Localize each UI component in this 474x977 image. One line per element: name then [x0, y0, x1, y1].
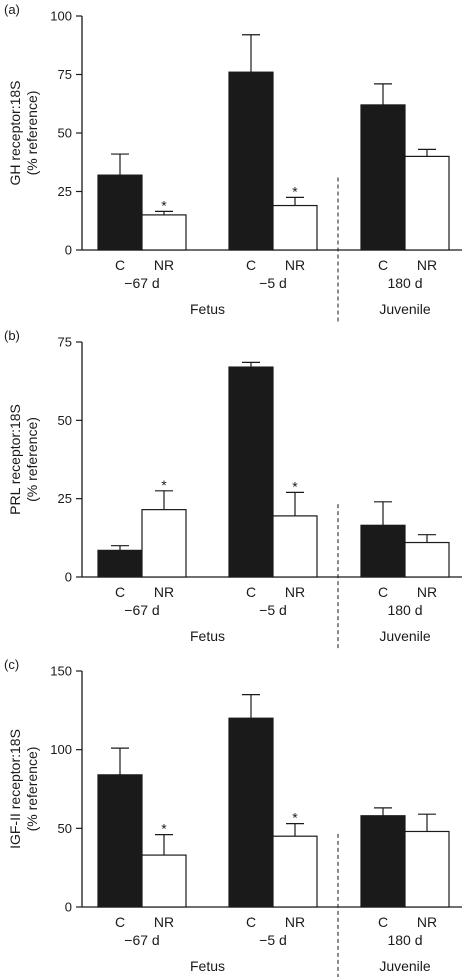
y-tick-label: 100	[50, 742, 72, 757]
panel-a: (a) GH receptor:18S (% reference) 0 25 50 75 10…	[4, 2, 462, 322]
bar-c	[97, 774, 143, 908]
x-category-label: NR	[285, 914, 305, 930]
bar-nr	[404, 830, 450, 908]
x-group-label: −67 d	[124, 602, 159, 618]
section-label-juvenile: Juvenile	[379, 628, 431, 644]
x-category-label: NR	[417, 257, 437, 273]
bar-c	[360, 815, 406, 908]
bar-nr	[141, 854, 187, 908]
x-group-label: −5 d	[259, 275, 287, 291]
bar-nr	[404, 541, 450, 578]
significance-star: *	[292, 810, 298, 826]
y-tick-label: 150	[50, 664, 72, 679]
x-category-label: NR	[154, 914, 174, 930]
y-axis-label: IGF-II receptor:18S	[7, 729, 23, 849]
x-group-label: −5 d	[259, 602, 287, 618]
section-label-fetus: Fetus	[190, 958, 225, 974]
x-category-label: C	[115, 257, 125, 273]
x-category-label: C	[246, 914, 256, 930]
bar-nr	[141, 509, 187, 578]
x-category-label: C	[115, 584, 125, 600]
panel-b: (b) PRL receptor:18S (% reference) 0 25 50 75 C…	[4, 328, 462, 649]
x-group-label: 180 d	[387, 275, 422, 291]
significance-star: *	[161, 821, 167, 837]
y-tick-label: 0	[65, 243, 72, 258]
x-group-label: 180 d	[387, 932, 422, 948]
panel-label: (b)	[4, 328, 20, 343]
significance-star: *	[161, 197, 167, 213]
bar-c	[228, 71, 274, 251]
y-tick-label: 100	[50, 9, 72, 24]
x-group-label: 180 d	[387, 602, 422, 618]
y-tick-label: 50	[58, 413, 72, 428]
y-tick-label: 50	[58, 821, 72, 836]
x-category-label: C	[246, 257, 256, 273]
y-axis-label: (% reference)	[24, 91, 40, 176]
y-tick-label: 0	[65, 570, 72, 585]
x-group-label: −5 d	[259, 932, 287, 948]
x-category-label: C	[378, 914, 388, 930]
x-category-label: C	[378, 584, 388, 600]
bar-nr	[141, 214, 187, 251]
section-label-juvenile: Juvenile	[379, 301, 431, 317]
section-label-fetus: Fetus	[190, 628, 225, 644]
panel-label: (c)	[4, 657, 19, 672]
bar-c	[97, 549, 143, 578]
y-tick-label: 0	[65, 900, 72, 915]
x-category-label: NR	[154, 257, 174, 273]
significance-star: *	[292, 183, 298, 199]
x-category-label: NR	[285, 257, 305, 273]
x-category-label: NR	[417, 584, 437, 600]
panel-c: (c) IGF-II receptor:18S (% reference) 0 50 10…	[4, 657, 462, 977]
y-axis-label: (% reference)	[24, 417, 40, 502]
y-tick-label: 75	[58, 67, 72, 82]
x-group-label: −67 d	[124, 932, 159, 948]
bar-c	[228, 717, 274, 908]
y-axis-label: (% reference)	[24, 747, 40, 832]
bar-c	[360, 524, 406, 578]
bar-nr	[272, 835, 318, 908]
y-axis-label: GH receptor:18S	[7, 80, 23, 185]
y-tick-label: 75	[58, 335, 72, 350]
x-category-label: C	[246, 584, 256, 600]
x-category-label: C	[115, 914, 125, 930]
y-tick-label: 50	[58, 126, 72, 141]
x-category-label: C	[378, 257, 388, 273]
bar-nr	[404, 155, 450, 251]
bar-c	[360, 104, 406, 251]
y-tick-label: 25	[58, 491, 72, 506]
significance-star: *	[161, 477, 167, 493]
section-label-fetus: Fetus	[190, 301, 225, 317]
x-category-label: NR	[154, 584, 174, 600]
section-label-juvenile: Juvenile	[379, 958, 431, 974]
bar-nr	[272, 204, 318, 251]
significance-star: *	[292, 478, 298, 494]
bar-c	[228, 366, 274, 578]
bar-nr	[272, 515, 318, 578]
bar-c	[97, 174, 143, 251]
panel-label: (a)	[4, 2, 20, 17]
x-category-label: NR	[417, 914, 437, 930]
y-tick-label: 25	[58, 184, 72, 199]
y-axis-label: PRL receptor:18S	[7, 404, 23, 515]
x-group-label: −67 d	[124, 275, 159, 291]
x-category-label: NR	[285, 584, 305, 600]
